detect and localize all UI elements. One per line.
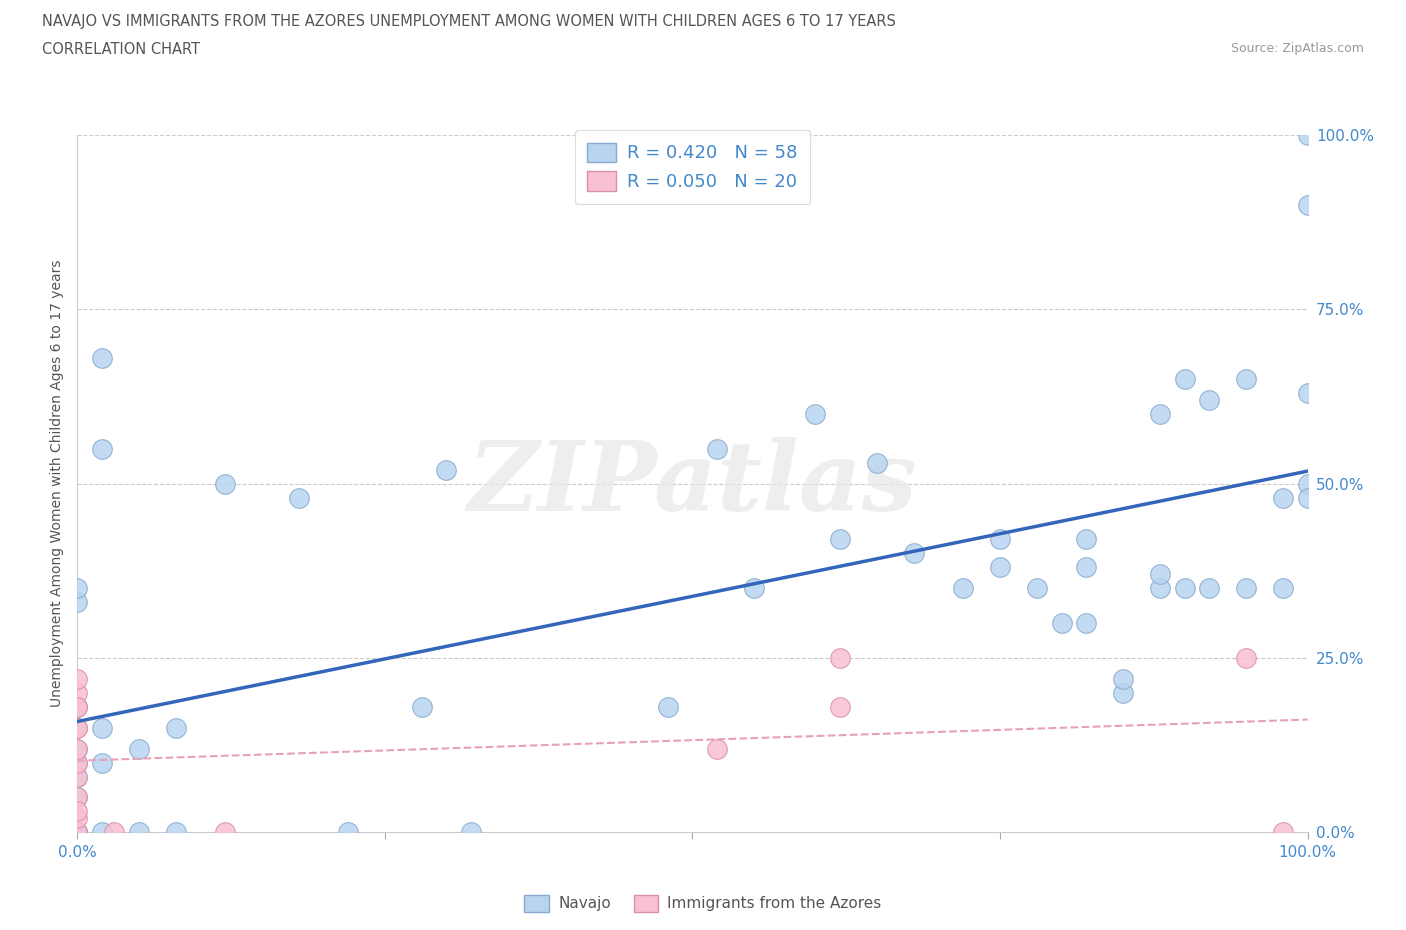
Point (830, 651, 852, 666)
Point (66, 769, 89, 784)
Text: ZIPatlas: ZIPatlas (468, 436, 917, 531)
Point (66, 811, 89, 826)
Point (66, 595, 89, 610)
Point (903, 546, 925, 561)
Point (66, 755, 89, 770)
Point (66, 671, 89, 686)
Point (1174, 580, 1197, 596)
Point (1112, 685, 1135, 700)
Point (66, 741, 89, 756)
Point (1296, 386, 1319, 401)
Point (1234, 651, 1257, 666)
Point (866, 456, 889, 471)
Point (66, 825, 89, 840)
Point (128, 741, 150, 756)
Point (1026, 580, 1049, 596)
Point (66, 755, 89, 770)
Point (66, 685, 89, 700)
Point (66, 741, 89, 756)
Point (66, 699, 89, 714)
Point (66, 790, 89, 805)
Point (1076, 532, 1098, 547)
Point (1198, 580, 1220, 596)
Point (66, 825, 89, 840)
Point (830, 532, 852, 547)
Point (1272, 490, 1295, 505)
Text: Source: ZipAtlas.com: Source: ZipAtlas.com (1230, 42, 1364, 55)
Point (1149, 406, 1171, 421)
Point (706, 741, 728, 756)
Point (1296, 490, 1319, 505)
Point (66, 720, 89, 735)
Text: NAVAJO VS IMMIGRANTS FROM THE AZORES UNEMPLOYMENT AMONG WOMEN WITH CHILDREN AGES: NAVAJO VS IMMIGRANTS FROM THE AZORES UNE… (42, 14, 896, 29)
Point (411, 699, 433, 714)
Point (1076, 560, 1098, 575)
Point (460, 825, 482, 840)
Point (436, 462, 458, 477)
Point (988, 560, 1011, 575)
Point (1076, 616, 1098, 631)
Legend: R = 0.420   N = 58, R = 0.050   N = 20: R = 0.420 N = 58, R = 0.050 N = 20 (575, 130, 810, 204)
Point (214, 476, 236, 491)
Legend: Navajo, Immigrants from the Azores: Navajo, Immigrants from the Azores (519, 889, 887, 918)
Point (66, 580, 89, 596)
Point (742, 580, 765, 596)
Point (165, 720, 187, 735)
Point (1112, 671, 1135, 686)
Point (1272, 825, 1295, 840)
Point (66, 790, 89, 805)
Point (1174, 371, 1197, 387)
Point (1296, 127, 1319, 142)
Y-axis label: Unemployment Among Women with Children Ages 6 to 17 years: Unemployment Among Women with Children A… (51, 259, 65, 708)
Point (1149, 580, 1171, 596)
Point (1272, 580, 1295, 596)
Point (1296, 197, 1319, 212)
Point (1234, 371, 1257, 387)
Point (804, 406, 827, 421)
Point (288, 490, 311, 505)
Point (1050, 616, 1073, 631)
Point (66, 825, 89, 840)
Point (1198, 392, 1220, 407)
Point (90, 720, 114, 735)
Point (214, 825, 236, 840)
Point (66, 825, 89, 840)
Point (165, 825, 187, 840)
Point (103, 825, 125, 840)
Point (90, 755, 114, 770)
Point (90, 442, 114, 457)
Point (830, 699, 852, 714)
Point (66, 699, 89, 714)
Point (952, 580, 974, 596)
Point (66, 720, 89, 735)
Point (988, 532, 1011, 547)
Point (66, 804, 89, 819)
Text: CORRELATION CHART: CORRELATION CHART (42, 42, 200, 57)
Point (1149, 567, 1171, 582)
Point (1296, 476, 1319, 491)
Point (90, 825, 114, 840)
Point (128, 825, 150, 840)
Point (90, 351, 114, 365)
Point (66, 699, 89, 714)
Point (337, 825, 360, 840)
Point (706, 442, 728, 457)
Point (1234, 580, 1257, 596)
Point (657, 699, 679, 714)
Point (66, 769, 89, 784)
